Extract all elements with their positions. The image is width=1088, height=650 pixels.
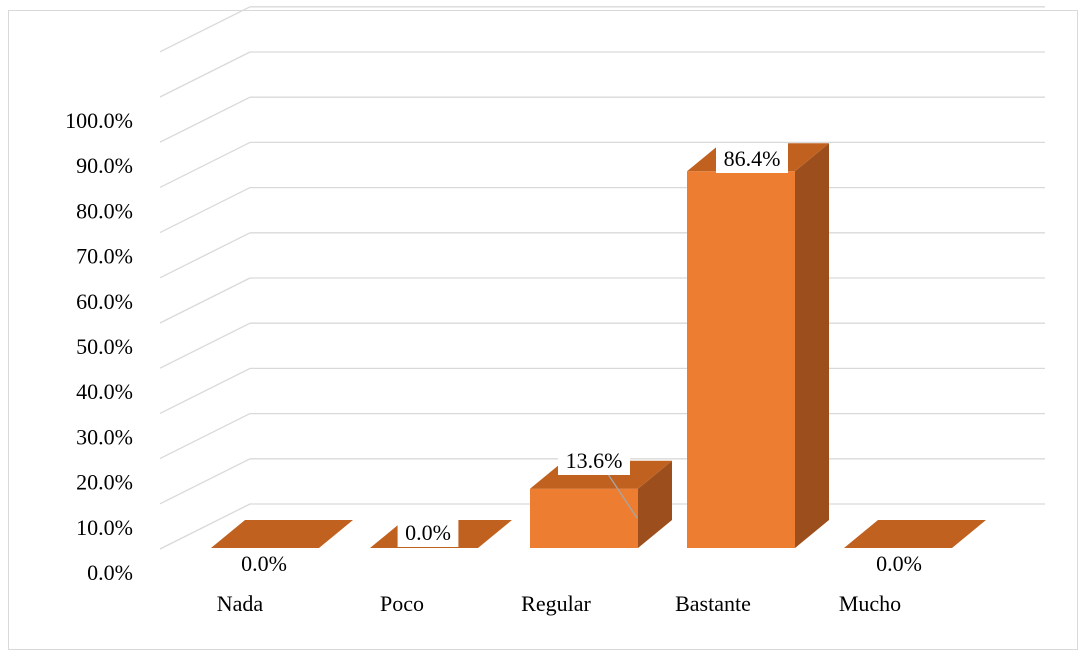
y-tick-label: 90.0% bbox=[76, 153, 133, 178]
bar-side bbox=[638, 460, 672, 548]
data-label-box bbox=[716, 143, 788, 173]
y-tick-label: 60.0% bbox=[76, 289, 133, 314]
gridline-diagonal bbox=[159, 503, 251, 550]
data-label: 86.4% bbox=[724, 146, 781, 171]
x-category-label: Mucho bbox=[839, 591, 901, 616]
data-label-box bbox=[868, 548, 930, 578]
gridline-diagonal bbox=[159, 6, 251, 53]
x-category-label: Nada bbox=[217, 591, 264, 616]
y-tick-label: 20.0% bbox=[76, 470, 133, 495]
data-label: 0.0% bbox=[241, 551, 287, 576]
gridline-diagonal bbox=[159, 141, 251, 188]
data-label-box bbox=[233, 548, 295, 578]
bar-top bbox=[211, 520, 353, 548]
data-label: 0.0% bbox=[876, 551, 922, 576]
gridline-diagonal bbox=[159, 413, 251, 460]
bar-front bbox=[687, 171, 795, 548]
bar-side bbox=[795, 143, 829, 548]
y-tick-label: 40.0% bbox=[76, 379, 133, 404]
gridline-diagonal bbox=[159, 322, 251, 369]
x-category-label: Bastante bbox=[675, 591, 751, 616]
y-tick-label: 10.0% bbox=[76, 515, 133, 540]
y-tick-label: 50.0% bbox=[76, 334, 133, 359]
data-label: 0.0% bbox=[405, 520, 451, 545]
data-label: 13.6% bbox=[566, 448, 623, 473]
x-category-label: Poco bbox=[380, 591, 424, 616]
y-tick-label: 0.0% bbox=[87, 560, 133, 585]
gridline-diagonal bbox=[159, 51, 251, 98]
y-tick-label: 30.0% bbox=[76, 424, 133, 449]
data-label-box bbox=[558, 445, 630, 475]
x-category-label: Regular bbox=[521, 591, 591, 616]
y-tick-label: 80.0% bbox=[76, 198, 133, 223]
data-label-box bbox=[397, 517, 459, 547]
y-tick-label: 100.0% bbox=[65, 108, 133, 133]
gridline-diagonal bbox=[159, 232, 251, 279]
y-tick-label: 70.0% bbox=[76, 244, 133, 269]
gridline-diagonal bbox=[159, 367, 251, 414]
bar-chart: 0.0% 10.0% 20.0% 30.0% 40.0% 50.0% 60.0% 70.0% 8… bbox=[65, 6, 1045, 616]
gridline-diagonal bbox=[159, 458, 251, 505]
gridline-diagonal bbox=[159, 277, 251, 324]
bar-front bbox=[530, 488, 638, 548]
bar-top bbox=[844, 520, 986, 548]
gridline-diagonal bbox=[159, 96, 251, 143]
gridline-diagonal bbox=[159, 187, 251, 234]
